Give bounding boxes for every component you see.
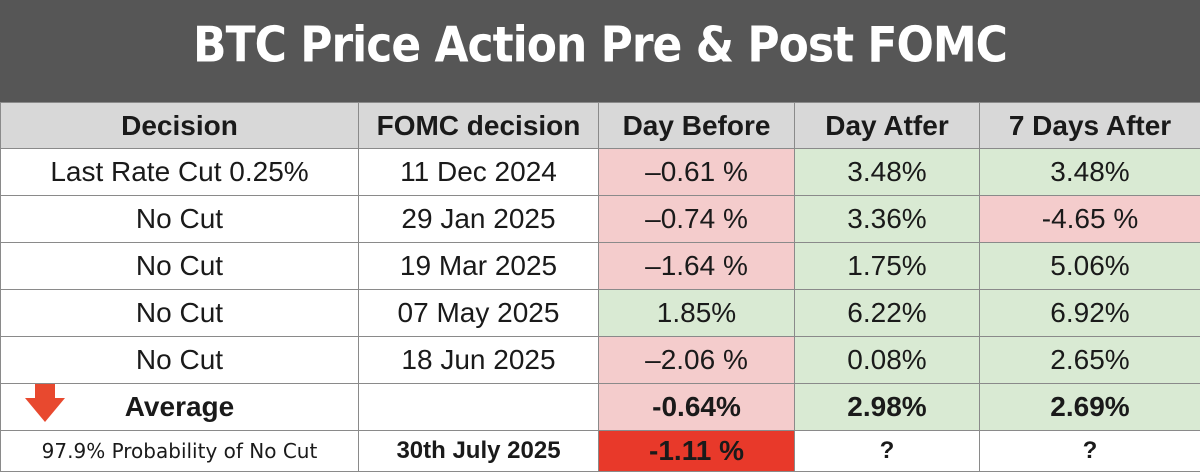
header-7-days-after: 7 Days After — [980, 103, 1200, 149]
upcoming-seven-days-cell: ? — [980, 431, 1200, 472]
average-day-after-cell: 2.98% — [795, 384, 980, 431]
day-after-cell: 3.48% — [795, 149, 980, 196]
table-row: Last Rate Cut 0.25% 11 Dec 2024 –0.61 % … — [1, 149, 1200, 196]
page-title: BTC Price Action Pre & Post FOMC — [193, 16, 1007, 73]
header-row: Decision FOMC decision Day Before Day At… — [1, 103, 1200, 149]
day-after-cell: 0.08% — [795, 337, 980, 384]
probability-cell: 97.9% Probability of No Cut — [1, 431, 359, 472]
average-day-before-cell: -0.64% — [599, 384, 795, 431]
day-after-cell: 1.75% — [795, 243, 980, 290]
day-before-cell: –0.74 % — [599, 196, 795, 243]
seven-days-cell: 5.06% — [980, 243, 1200, 290]
upcoming-day-after-cell: ? — [795, 431, 980, 472]
day-before-cell: –0.61 % — [599, 149, 795, 196]
average-label: Average — [125, 391, 234, 422]
decision-cell: No Cut — [1, 196, 359, 243]
header-day-after: Day Atfer — [795, 103, 980, 149]
header-day-before: Day Before — [599, 103, 795, 149]
seven-days-cell: 2.65% — [980, 337, 1200, 384]
date-cell: 19 Mar 2025 — [359, 243, 599, 290]
table-row: No Cut 18 Jun 2025 –2.06 % 0.08% 2.65% — [1, 337, 1200, 384]
title-bar: BTC Price Action Pre & Post FOMC — [0, 0, 1200, 102]
fomc-table: Decision FOMC decision Day Before Day At… — [0, 102, 1200, 472]
seven-days-cell: 3.48% — [980, 149, 1200, 196]
table-row: No Cut 07 May 2025 1.85% 6.22% 6.92% — [1, 290, 1200, 337]
day-before-cell: –2.06 % — [599, 337, 795, 384]
day-before-cell: –1.64 % — [599, 243, 795, 290]
date-cell: 18 Jun 2025 — [359, 337, 599, 384]
date-cell: 29 Jan 2025 — [359, 196, 599, 243]
upcoming-date-cell: 30th July 2025 — [359, 431, 599, 472]
upcoming-row: 97.9% Probability of No Cut 30th July 20… — [1, 431, 1200, 472]
seven-days-cell: 6.92% — [980, 290, 1200, 337]
upcoming-day-before-cell: -1.11 % — [599, 431, 795, 472]
decision-cell: Last Rate Cut 0.25% — [1, 149, 359, 196]
decision-cell: No Cut — [1, 290, 359, 337]
day-after-cell: 6.22% — [795, 290, 980, 337]
decision-cell: No Cut — [1, 243, 359, 290]
date-cell: 11 Dec 2024 — [359, 149, 599, 196]
average-row: Average -0.64% 2.98% 2.69% — [1, 384, 1200, 431]
table-row: No Cut 29 Jan 2025 –0.74 % 3.36% -4.65 % — [1, 196, 1200, 243]
date-cell: 07 May 2025 — [359, 290, 599, 337]
average-label-cell: Average — [1, 384, 359, 431]
average-date-cell — [359, 384, 599, 431]
average-seven-days-cell: 2.69% — [980, 384, 1200, 431]
table-row: No Cut 19 Mar 2025 –1.64 % 1.75% 5.06% — [1, 243, 1200, 290]
day-before-cell: 1.85% — [599, 290, 795, 337]
decision-cell: No Cut — [1, 337, 359, 384]
header-fomc-decision: FOMC decision — [359, 103, 599, 149]
header-decision: Decision — [1, 103, 359, 149]
seven-days-cell: -4.65 % — [980, 196, 1200, 243]
day-after-cell: 3.36% — [795, 196, 980, 243]
